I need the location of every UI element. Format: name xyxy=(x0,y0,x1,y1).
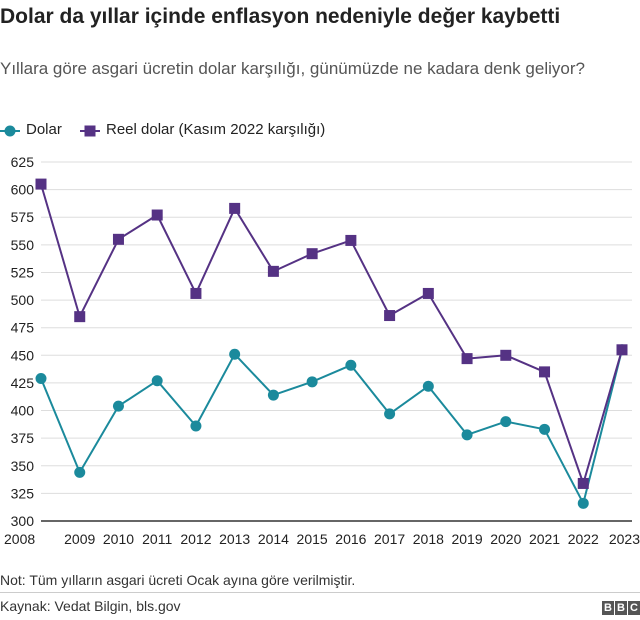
data-point-circle xyxy=(422,380,434,392)
bbc-logo-letter: C xyxy=(628,601,640,615)
y-tick-label: 525 xyxy=(11,264,35,280)
bbc-logo-letter: B xyxy=(615,601,627,615)
x-tick-label: 2012 xyxy=(180,531,211,547)
chart-note: Not: Tüm yılların asgari ücreti Ocak ayı… xyxy=(0,572,356,588)
legend-marker-square-icon xyxy=(80,125,100,137)
x-tick-label: 2008 xyxy=(4,531,35,547)
x-tick-label: 2014 xyxy=(258,531,289,547)
y-tick-label: 450 xyxy=(11,347,35,363)
data-point-square xyxy=(151,209,163,221)
chart-subtitle: Yıllara göre asgari ücretin dolar karşıl… xyxy=(0,59,585,78)
data-point-circle xyxy=(539,423,551,435)
legend-marker-circle-icon xyxy=(0,125,20,137)
y-tick-label: 475 xyxy=(11,320,35,336)
legend-label-reel-dolar: Reel dolar (Kasım 2022 karşılığı) xyxy=(106,121,326,138)
y-tick-label: 325 xyxy=(11,485,35,501)
y-tick-label: 500 xyxy=(11,292,35,308)
data-point-circle xyxy=(151,375,163,387)
chart-source: Kaynak: Vedat Bilgin, bls.gov xyxy=(0,598,181,614)
data-point-circle xyxy=(267,389,279,401)
footer-divider xyxy=(0,592,640,593)
data-point-circle xyxy=(190,420,202,432)
x-tick-label: 2018 xyxy=(413,531,444,547)
y-tick-label: 425 xyxy=(11,375,35,391)
x-tick-label: 2010 xyxy=(103,531,134,547)
data-point-circle xyxy=(500,416,512,428)
data-point-square xyxy=(306,248,318,260)
data-point-circle xyxy=(35,373,47,385)
y-tick-label: 575 xyxy=(11,209,35,225)
data-point-square xyxy=(74,311,86,323)
legend-label-dolar: Dolar xyxy=(26,121,62,138)
data-point-square xyxy=(345,234,357,246)
data-point-square xyxy=(461,353,473,365)
data-point-square xyxy=(577,477,589,489)
x-tick-label: 2011 xyxy=(142,531,172,547)
y-tick-label: 300 xyxy=(11,513,35,529)
y-tick-label: 600 xyxy=(11,182,35,198)
data-point-square xyxy=(112,233,124,245)
y-tick-label: 550 xyxy=(11,237,35,253)
data-point-circle xyxy=(577,497,589,509)
data-point-square xyxy=(229,202,241,214)
x-tick-label: 2020 xyxy=(490,531,521,547)
series-line xyxy=(40,183,623,485)
data-point-square xyxy=(616,344,628,356)
data-point-square xyxy=(267,265,279,277)
x-tick-label: 2016 xyxy=(335,531,366,547)
data-point-square xyxy=(190,287,202,299)
data-point-circle xyxy=(384,408,396,420)
data-point-circle xyxy=(345,359,357,371)
y-tick-label: 350 xyxy=(11,458,35,474)
x-tick-label: 2023 xyxy=(609,531,640,547)
chart-title: Dolar da yıllar içinde enflasyon nedeniy… xyxy=(0,5,561,28)
x-tick-label: 2013 xyxy=(219,531,250,547)
data-point-circle xyxy=(306,376,318,388)
data-point-circle xyxy=(112,400,124,412)
x-tick-label: 2015 xyxy=(297,531,328,547)
series-line xyxy=(40,349,623,505)
y-tick-label: 400 xyxy=(11,403,35,419)
data-point-square xyxy=(500,349,512,361)
line-chart: 300 325 350 375 400 425 450 475 500 525 550 575 600 6… xyxy=(4,154,640,547)
x-tick-label: 2017 xyxy=(374,531,405,547)
data-point-circle xyxy=(229,348,241,360)
data-point-square xyxy=(422,287,434,299)
data-point-circle xyxy=(461,429,473,441)
bbc-logo-letter: B xyxy=(602,601,614,615)
data-point-circle xyxy=(74,466,86,478)
data-point-square xyxy=(35,178,47,190)
x-tick-label: 2021 xyxy=(529,531,560,547)
data-point-square xyxy=(539,366,551,378)
x-tick-label: 2019 xyxy=(451,531,482,547)
x-tick-label: 2022 xyxy=(568,531,599,547)
y-tick-label: 375 xyxy=(11,430,35,446)
x-tick-label: 2009 xyxy=(64,531,95,547)
y-tick-label: 625 xyxy=(11,154,35,170)
data-point-square xyxy=(384,310,396,322)
